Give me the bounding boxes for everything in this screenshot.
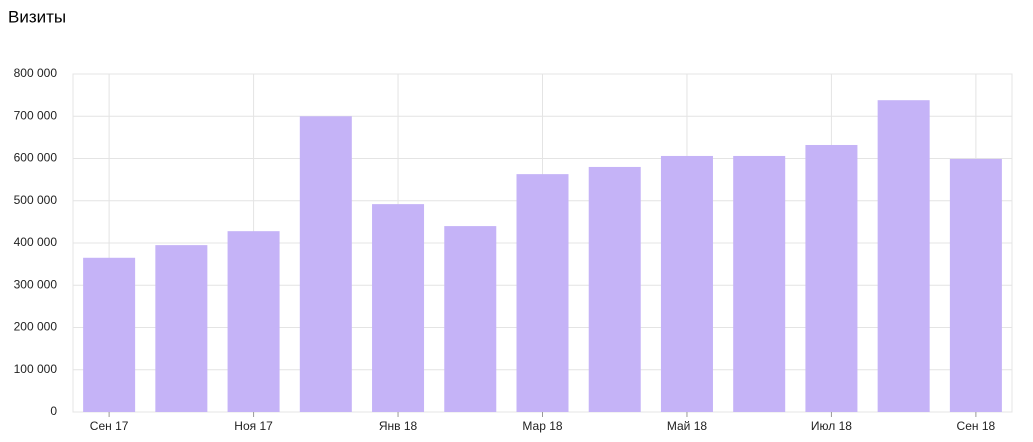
x-tick-label: Янв 18	[379, 419, 418, 433]
bar	[227, 231, 280, 412]
bar	[733, 155, 786, 412]
y-tick-label: 600 000	[14, 151, 58, 165]
bar	[877, 100, 930, 412]
bar	[949, 158, 1002, 412]
bar	[660, 155, 713, 412]
x-tick-label: Мар 18	[522, 419, 562, 433]
y-tick-label: 300 000	[14, 277, 58, 291]
y-tick-label: 100 000	[14, 362, 58, 376]
y-tick-label: 400 000	[14, 235, 58, 249]
x-tick-label: Сен 18	[957, 419, 996, 433]
y-tick-label: 700 000	[14, 108, 58, 122]
bar	[372, 204, 425, 412]
bar	[805, 144, 858, 413]
x-tick-label: Июл 18	[811, 419, 852, 433]
bar	[155, 245, 208, 412]
y-tick-label: 0	[50, 404, 57, 418]
y-tick-label: 800 000	[14, 66, 58, 80]
x-tick-label: Сен 17	[90, 419, 129, 433]
bar	[516, 174, 569, 412]
bar	[588, 166, 641, 412]
x-tick-label: Май 18	[667, 419, 708, 433]
bar	[444, 226, 497, 412]
chart-title: Визиты	[8, 7, 66, 26]
y-tick-label: 200 000	[14, 320, 58, 334]
x-tick-label: Ноя 17	[234, 419, 273, 433]
y-tick-label: 500 000	[14, 193, 58, 207]
bar	[299, 116, 352, 412]
bar	[83, 257, 136, 412]
